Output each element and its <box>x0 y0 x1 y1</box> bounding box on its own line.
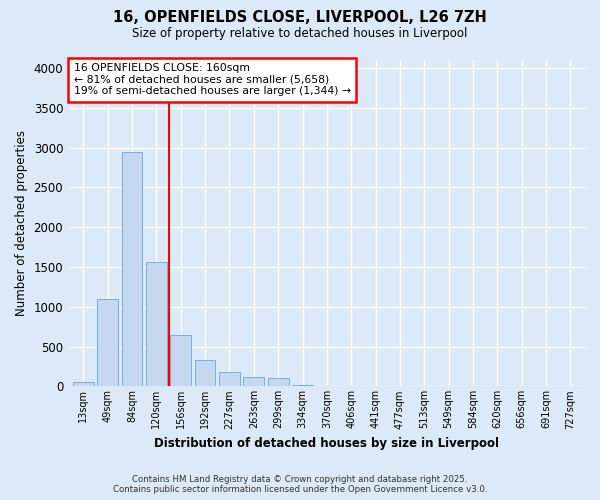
Text: Size of property relative to detached houses in Liverpool: Size of property relative to detached ho… <box>133 28 467 40</box>
Text: 16, OPENFIELDS CLOSE, LIVERPOOL, L26 7ZH: 16, OPENFIELDS CLOSE, LIVERPOOL, L26 7ZH <box>113 10 487 25</box>
Bar <box>170 334 191 386</box>
Bar <box>268 378 289 386</box>
Bar <box>122 152 142 386</box>
Bar <box>195 360 215 386</box>
Bar <box>73 382 94 386</box>
Text: Contains HM Land Registry data © Crown copyright and database right 2025.
Contai: Contains HM Land Registry data © Crown c… <box>113 474 487 494</box>
Y-axis label: Number of detached properties: Number of detached properties <box>15 130 28 316</box>
Bar <box>219 372 240 386</box>
X-axis label: Distribution of detached houses by size in Liverpool: Distribution of detached houses by size … <box>154 437 499 450</box>
Bar <box>146 262 167 386</box>
Text: 16 OPENFIELDS CLOSE: 160sqm
← 81% of detached houses are smaller (5,658)
19% of : 16 OPENFIELDS CLOSE: 160sqm ← 81% of det… <box>74 64 351 96</box>
Bar <box>244 377 264 386</box>
Bar <box>97 299 118 386</box>
Bar <box>292 385 313 386</box>
